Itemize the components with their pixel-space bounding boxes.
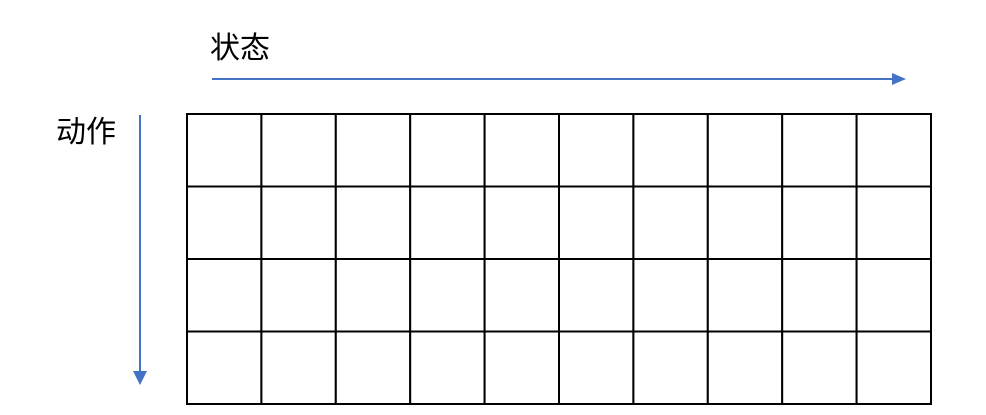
q-table-cell [632,258,709,333]
q-table-cell [483,185,561,260]
q-table-cell [855,258,932,333]
q-table-cell [706,185,784,260]
q-table-cell [186,113,263,188]
action-arrow-head [133,371,147,385]
q-table-cell [855,330,932,405]
q-table-cell [558,185,635,260]
action-axis-label: 动作 [56,115,116,150]
q-table-cell [409,113,486,188]
q-table-cell [781,330,858,405]
q-table-cell [483,258,561,333]
axis-arrows [133,73,906,385]
q-table-cell [632,113,709,188]
q-table-cell [483,113,561,188]
q-table-cell [186,185,263,260]
q-table-cell [186,330,263,405]
q-table-cell [558,258,635,333]
q-table-cell [334,330,412,405]
q-table-cell [409,330,486,405]
q-table-cell [558,330,635,405]
q-table-cell [706,258,784,333]
state-axis-label: 状态 [210,31,270,66]
q-table-cell [260,113,337,188]
q-table-cell [781,113,858,188]
q-table-cell [334,185,412,260]
q-table-cell [781,185,858,260]
q-table-cell [260,330,337,405]
q-table-cell [334,113,412,188]
q-table-grid [186,113,932,405]
q-table-cell [632,330,709,405]
q-table-cell [706,113,784,188]
q-table-cell [558,113,635,188]
q-table-cell [706,330,784,405]
q-table-cell [855,185,932,260]
q-table-cell [483,330,561,405]
q-table-cell [260,185,337,260]
q-table-cell [260,258,337,333]
q-table-cell [781,258,858,333]
q-table-cell [186,258,263,333]
q-table-cell [409,258,486,333]
q-table-cell [632,185,709,260]
q-table-cell [855,113,932,188]
q-table-cell [334,258,412,333]
q-table-cell [409,185,486,260]
state-arrow-head [892,73,906,85]
